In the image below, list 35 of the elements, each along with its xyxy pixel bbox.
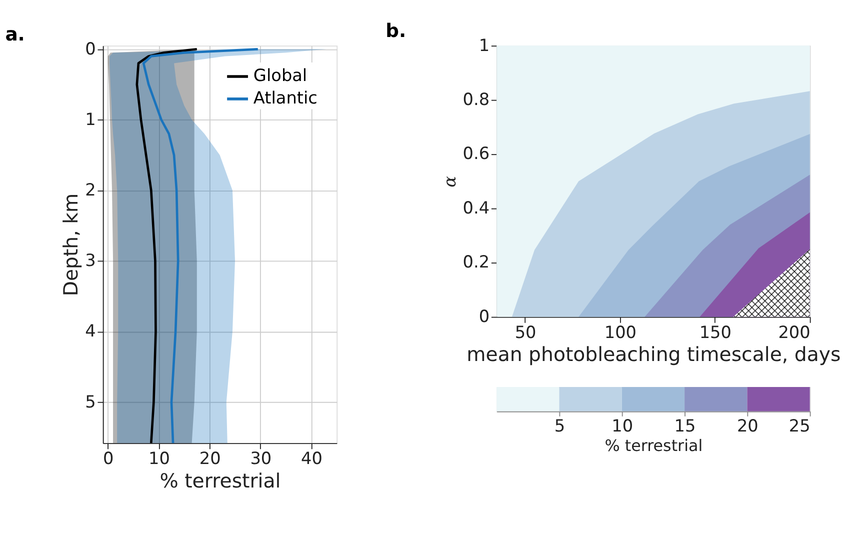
x-tick-label: 10 [148, 448, 170, 468]
y-tick-label: 2 [85, 179, 96, 200]
y-tick-label: 0.8 [462, 89, 490, 110]
color-bar-title: % terrestrial [604, 436, 703, 456]
x-axis-title: % terrestrial [160, 469, 281, 492]
x-tick-label: 200 [778, 322, 810, 342]
x-tick-label: 150 [699, 322, 732, 342]
chart-title: a. [5, 24, 25, 46]
y-tick-label: 0.6 [462, 143, 490, 164]
y-tick-label: 0 [478, 306, 490, 326]
x-tick-label: 100 [604, 322, 637, 342]
color-bar-label: 5 [554, 415, 566, 436]
color-bar-label: 10 [612, 415, 634, 436]
x-tick-label: 50 [514, 322, 536, 342]
legend-label: Global [253, 65, 308, 86]
x-tick-label: 0 [103, 448, 114, 468]
x-axis-title: mean photobleaching timescale, days [466, 343, 841, 366]
color-bar-label: 15 [674, 415, 696, 436]
x-tick-label: 40 [301, 448, 322, 468]
y-tick-label: 0.4 [462, 197, 490, 218]
y-tick-label: 0 [85, 38, 96, 58]
color-bar-label: 25 [788, 415, 810, 436]
y-axis-title: Depth, km [60, 193, 83, 296]
y-tick-label: 1 [478, 34, 490, 55]
y-tick-label: 3 [85, 250, 96, 270]
y-tick-label: 1 [85, 108, 96, 129]
legend-label: Atlantic [253, 88, 318, 108]
chart-title: b. [386, 21, 406, 42]
y-tick-label: 0.2 [462, 252, 490, 272]
color-bar-label: 20 [736, 415, 758, 436]
y-axis-title: α [439, 175, 460, 188]
x-tick-label: 30 [250, 448, 272, 468]
y-tick-label: 5 [85, 391, 96, 412]
x-tick-label: 20 [199, 448, 221, 468]
y-tick-label: 4 [85, 320, 96, 341]
